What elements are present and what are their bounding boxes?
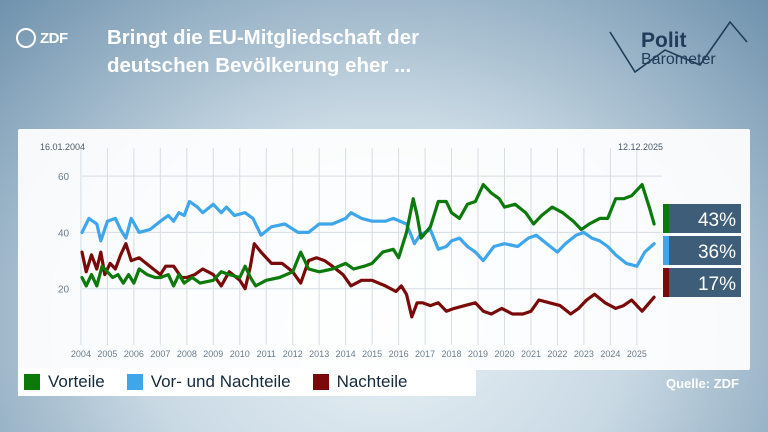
x-tick-label: 2018 xyxy=(442,349,462,359)
chart-series xyxy=(80,183,656,319)
end-label-vorteile: 43% xyxy=(698,210,736,231)
y-tick-label: 40 xyxy=(58,228,70,239)
x-tick-label: 2020 xyxy=(494,349,514,359)
x-tick-label: 2004 xyxy=(71,349,91,359)
zdf-logo-icon xyxy=(16,28,36,48)
x-tick-label: 2010 xyxy=(230,349,250,359)
x-tick-label: 2024 xyxy=(600,349,620,359)
end-label-marker-beides xyxy=(663,236,669,265)
legend-swatch-nachteile xyxy=(312,374,329,390)
x-tick-label: 2015 xyxy=(362,349,382,359)
y-tick-label: 20 xyxy=(58,285,70,296)
end-label-nachteile: 17% xyxy=(698,274,736,295)
end-label-box-vorteile xyxy=(669,204,741,233)
end-label-marker-vorteile xyxy=(663,204,669,233)
end-label-box-nachteile xyxy=(669,268,741,297)
chart-title: Bringt die EU-Mitgliedschaft der deutsch… xyxy=(107,24,527,80)
x-tick-label: 2011 xyxy=(257,349,276,359)
x-tick-label: 2014 xyxy=(336,349,356,359)
x-tick-label: 2007 xyxy=(150,349,170,359)
x-tick-label: 2021 xyxy=(521,349,541,359)
chart-legend: Vorteile Vor- und Nachteile Nachteile xyxy=(18,368,476,396)
x-tick-label: 2022 xyxy=(547,349,567,359)
x-tick-label: 2005 xyxy=(97,349,117,359)
x-tick-label: 2017 xyxy=(415,349,435,359)
chart-panel xyxy=(18,129,750,370)
politbarometer-line1: Polit xyxy=(641,29,687,52)
legend-item-beides: Vor- und Nachteile xyxy=(126,372,291,392)
series-line-vorteile xyxy=(80,183,656,288)
legend-swatch-vorteile xyxy=(24,374,40,390)
legend-label-vorteile: Vorteile xyxy=(48,372,105,391)
x-tick-label: 2013 xyxy=(309,349,329,359)
y-tick-label: 60 xyxy=(58,172,70,183)
legend-item-nachteile: Nachteile xyxy=(312,372,408,392)
end-label-marker-nachteile xyxy=(663,268,669,297)
x-tick-label: 2025 xyxy=(627,349,647,359)
chart-title-line2: deutschen Bevölkerung eher ... xyxy=(107,54,412,77)
series-line-nachteile xyxy=(80,242,656,319)
legend-label-nachteile: Nachteile xyxy=(336,372,408,391)
chart-end-labels: 43% 36% 17% xyxy=(663,204,741,297)
x-tick-label: 2008 xyxy=(177,349,197,359)
source-note: Quelle: ZDF xyxy=(666,376,739,391)
end-label-box-beides xyxy=(669,236,741,265)
x-tick-label: 2009 xyxy=(203,349,223,359)
x-tick-label: 2019 xyxy=(468,349,488,359)
x-tick-label: 2006 xyxy=(124,349,144,359)
start-date-label: 16.01.2004 xyxy=(40,142,85,152)
politbarometer-zigzag-icon xyxy=(609,20,748,74)
legend-item-vorteile: Vorteile xyxy=(24,372,105,392)
x-tick-label: 2016 xyxy=(389,349,409,359)
x-tick-label: 2012 xyxy=(283,349,303,359)
legend-swatch-beides xyxy=(126,374,143,390)
zdf-logo-text: ZDF xyxy=(40,29,68,47)
end-date-label: 12.12.2025 xyxy=(618,142,663,152)
politbarometer-logo: Polit Barometer xyxy=(609,20,748,74)
x-tick-label: 2023 xyxy=(574,349,594,359)
chart-ticks: 20 40 60 2004 2005 2006 2007 2008 2009 2010 2011 20… xyxy=(40,142,663,359)
chart-title-line1: Bringt die EU-Mitgliedschaft der xyxy=(107,26,420,49)
end-label-beides: 36% xyxy=(698,242,736,263)
zdf-logo: ZDF xyxy=(16,27,68,49)
legend-label-beides: Vor- und Nachteile xyxy=(150,372,291,391)
series-line-beides xyxy=(80,199,656,268)
politbarometer-line2: Barometer xyxy=(641,51,716,68)
chart-grid xyxy=(80,148,662,345)
